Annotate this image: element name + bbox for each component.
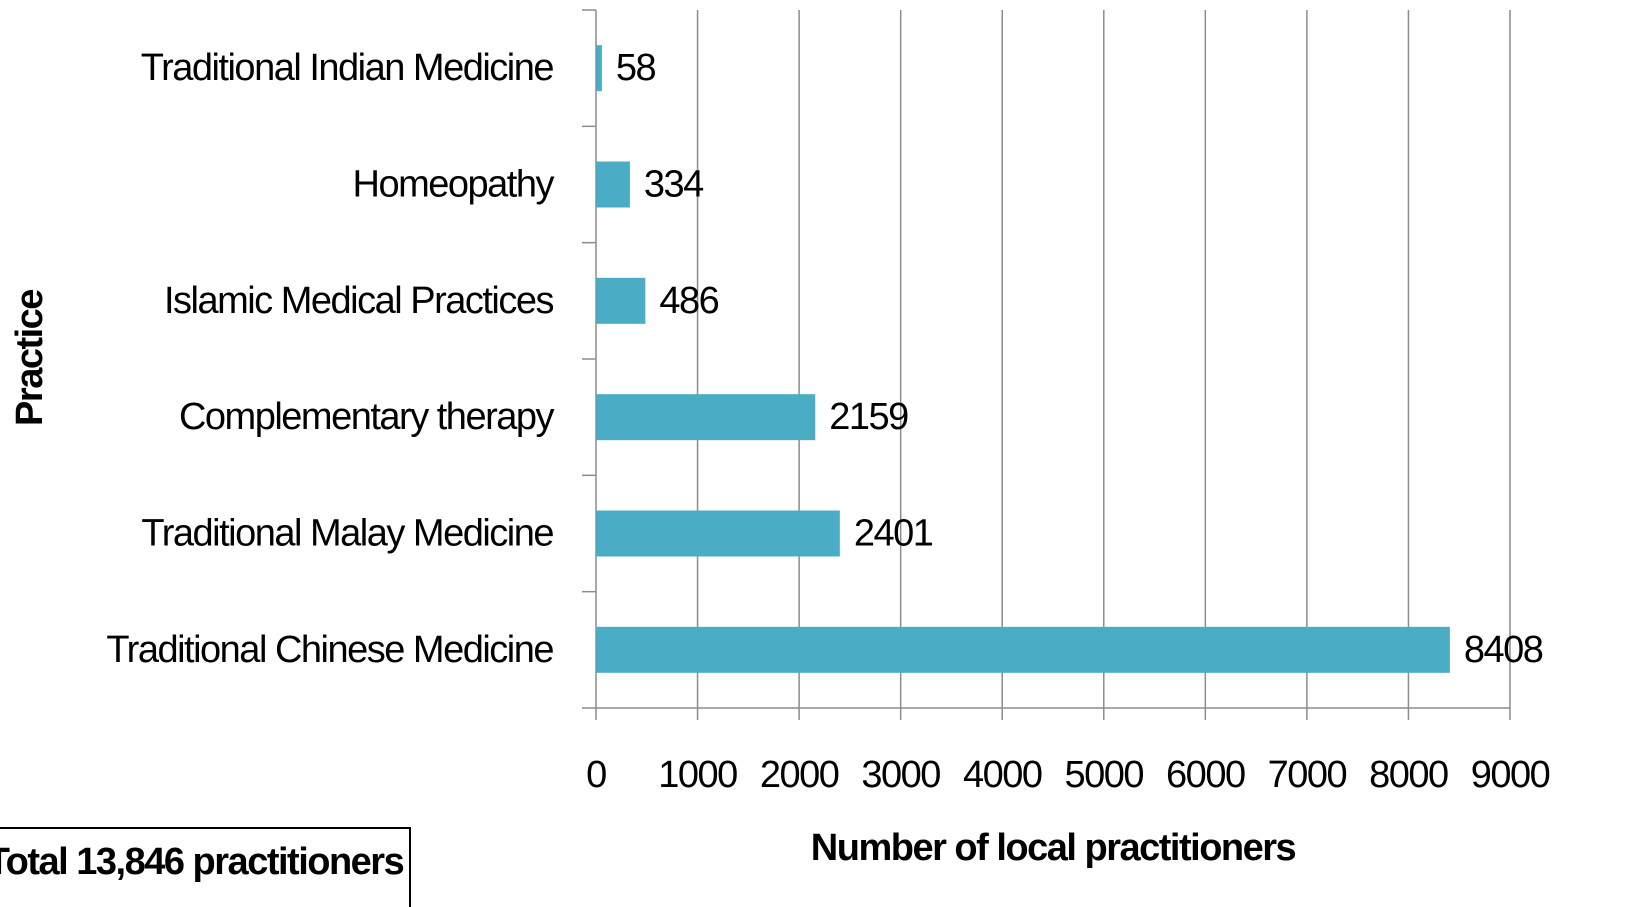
bar [596, 277, 646, 324]
bar [596, 45, 602, 92]
bar [596, 161, 630, 208]
y-tick-label: Traditional Chinese Medicine [106, 629, 553, 671]
y-axis-title: Practice [9, 290, 51, 426]
value-label: 334 [644, 164, 704, 206]
x-tick-label: 4000 [963, 754, 1042, 796]
y-tick-label: Traditional Indian Medicine [141, 47, 554, 89]
x-tick-label: 8000 [1369, 754, 1448, 796]
bar [596, 626, 1450, 673]
x-axis-title: Number of local practitioners [811, 827, 1296, 869]
x-tick-label: 0 [586, 754, 606, 796]
x-tick-label: 7000 [1268, 754, 1347, 796]
x-tick-label: 3000 [861, 754, 940, 796]
x-tick-label: 9000 [1471, 754, 1550, 796]
y-tick-label: Homeopathy [353, 164, 555, 206]
x-tick-label: 6000 [1166, 754, 1245, 796]
y-tick-label: Islamic Medical Practices [164, 280, 554, 322]
y-tick-label: Complementary therapy [179, 396, 555, 438]
annotation-box [0, 827, 411, 907]
value-label: 2401 [854, 513, 933, 555]
annotation: Total 13,846 practitioners [0, 841, 404, 883]
value-label: 58 [616, 47, 656, 89]
x-tick-label: 2000 [760, 754, 839, 796]
x-tick-label: 5000 [1065, 754, 1144, 796]
bar [596, 394, 816, 441]
bar [596, 510, 840, 557]
value-label: 2159 [829, 396, 908, 438]
value-label: 486 [659, 280, 718, 322]
x-tick-label: 1000 [658, 754, 737, 796]
value-label: 8408 [1464, 629, 1543, 671]
y-tick-label: Traditional Malay Medicine [141, 513, 553, 555]
